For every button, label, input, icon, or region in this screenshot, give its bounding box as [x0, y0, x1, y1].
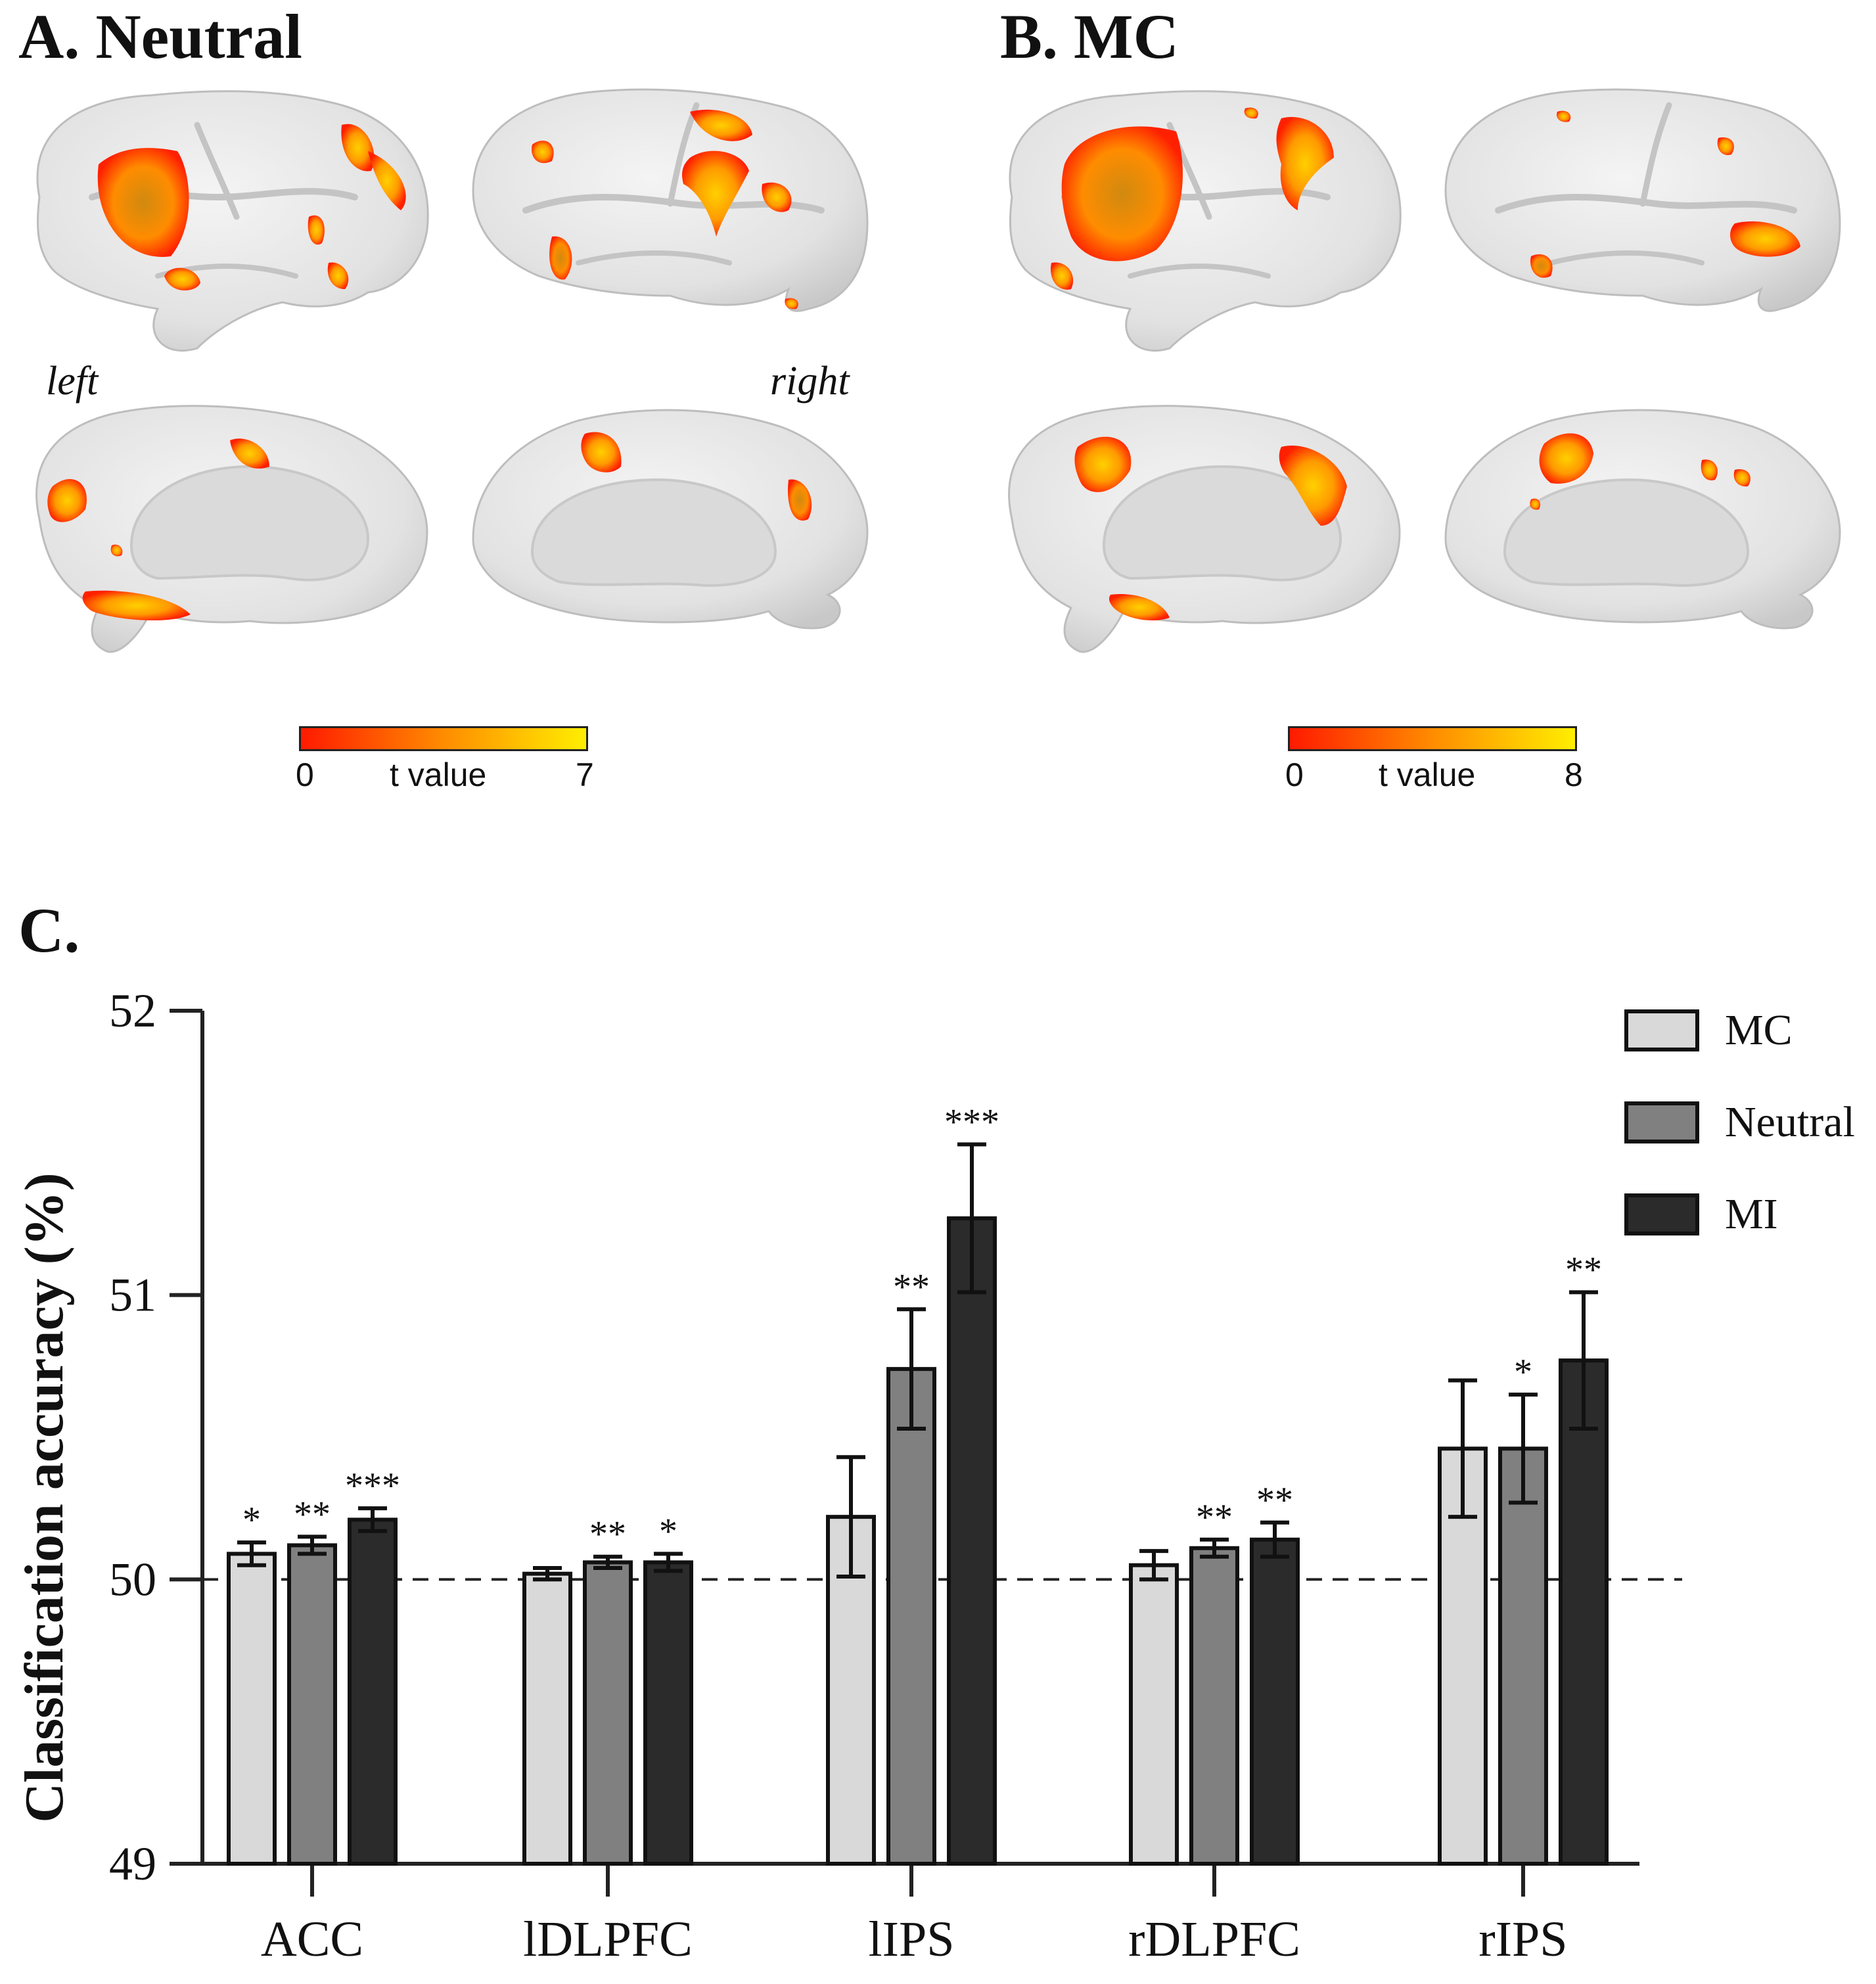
legend-swatch — [1624, 1009, 1699, 1051]
bar — [1559, 1358, 1609, 1866]
panel-a-colorbar-max: 7 — [576, 756, 594, 793]
panel-b-colorbar — [1288, 726, 1577, 751]
panel-a-right-lateral-brain — [472, 88, 869, 312]
bar — [1250, 1537, 1300, 1866]
y-tick-label: 49 — [109, 1837, 156, 1890]
panel-a-left-medial-brain — [35, 405, 428, 653]
panel-b-colorbar-label: t value — [1379, 756, 1476, 793]
y-tick-label: 52 — [109, 984, 156, 1037]
significance-marker: * — [1514, 1352, 1532, 1393]
panel-a-title: A. Neutral — [18, 1, 302, 72]
panel-b-colorbar-min: 0 — [1285, 756, 1304, 793]
x-tick-label: ACC — [261, 1912, 363, 1967]
bar — [522, 1571, 572, 1866]
significance-marker: ** — [893, 1266, 930, 1307]
panel-a-right-medial-brain — [472, 409, 869, 630]
panel-b-left-lateral-brain — [1009, 90, 1402, 352]
bar — [348, 1517, 398, 1866]
right-hemisphere-label: right — [770, 359, 850, 404]
significance-marker: ** — [1256, 1480, 1293, 1521]
bar — [1498, 1446, 1548, 1866]
y-axis-label: Classification accuracy (%) — [14, 1172, 75, 1822]
x-tick-label: lDLPFC — [523, 1912, 693, 1967]
significance-marker: * — [659, 1511, 677, 1552]
panel-b-right-lateral-brain — [1444, 88, 1841, 312]
bar — [227, 1552, 277, 1866]
panel-b-title: B. MC — [1000, 1, 1179, 72]
classification-accuracy-chart: Classification accuracy (%) 49 50 51 52 ACC *… — [14, 984, 1855, 1967]
legend-label: MC — [1725, 1006, 1793, 1054]
panel-b-right-medial-brain — [1444, 409, 1841, 630]
panel-a-colorbar-min: 0 — [296, 756, 314, 793]
legend-swatch — [1624, 1193, 1699, 1235]
panel-b-left-medial-brain — [1008, 405, 1401, 653]
bar — [947, 1216, 997, 1866]
significance-marker: ** — [294, 1494, 331, 1534]
panel-a-colorbar-label: t value — [390, 756, 487, 793]
brain-renders — [35, 88, 1841, 653]
bar — [886, 1367, 936, 1866]
significance-marker: * — [242, 1500, 261, 1540]
legend-label: Neutral — [1725, 1098, 1855, 1146]
bar — [1189, 1546, 1239, 1866]
legend-label: MI — [1725, 1190, 1778, 1238]
x-tick-label: rDLPFC — [1128, 1912, 1300, 1967]
panel-a-colorbar — [299, 726, 588, 751]
panel-a-left-lateral-brain — [36, 90, 429, 352]
bar — [583, 1560, 633, 1866]
significance-marker: ** — [1565, 1249, 1602, 1290]
panel-b-colorbar-max: 8 — [1565, 756, 1583, 793]
legend: MC Neutral MI — [1624, 1006, 1855, 1238]
y-tick-label: 51 — [109, 1269, 156, 1322]
panel-c-title: C. — [18, 895, 80, 965]
bar — [643, 1560, 693, 1866]
bar — [287, 1543, 337, 1866]
bar — [1129, 1563, 1179, 1866]
significance-marker: ** — [1196, 1497, 1233, 1538]
significance-marker: *** — [345, 1465, 400, 1506]
y-tick-label: 50 — [109, 1553, 156, 1605]
x-tick-label: rIPS — [1478, 1912, 1567, 1967]
significance-marker: ** — [589, 1514, 626, 1555]
legend-swatch — [1624, 1101, 1699, 1143]
significance-marker: *** — [944, 1101, 999, 1142]
x-tick-label: lIPS — [869, 1912, 955, 1967]
left-hemisphere-label: left — [46, 359, 99, 404]
